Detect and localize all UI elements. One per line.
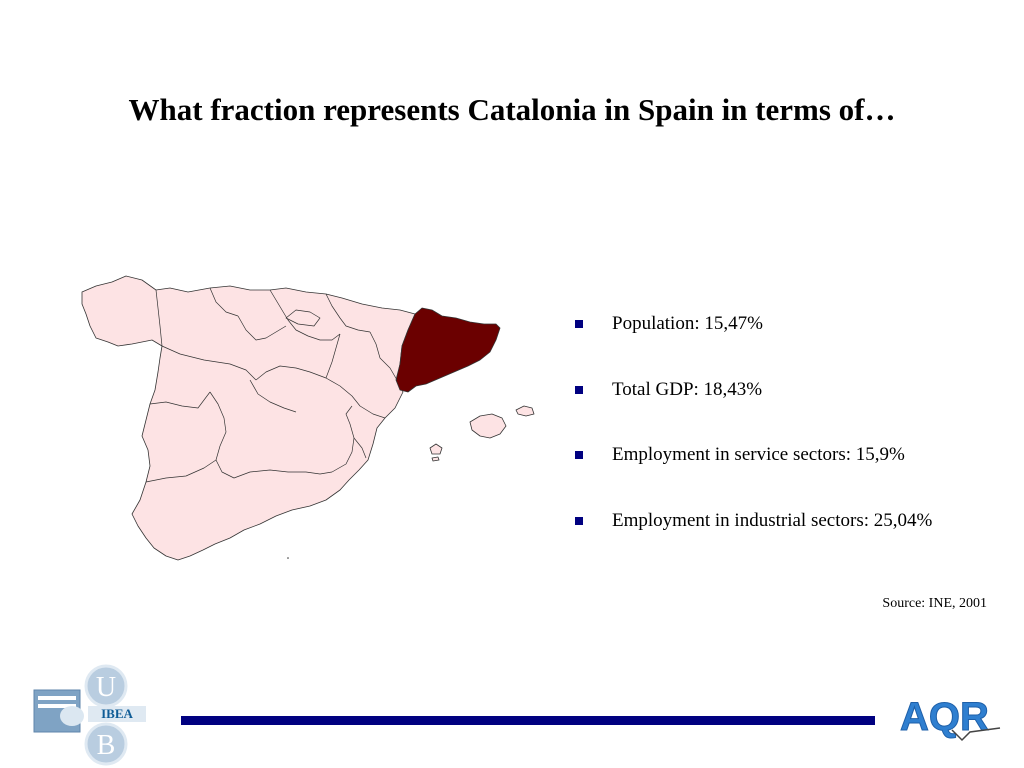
bullet-text: Total GDP: 18,43% bbox=[612, 378, 763, 400]
list-item: Employment in service sectors: 15,9% bbox=[575, 441, 932, 507]
ub-ibea-logo: IBEA U B bbox=[33, 664, 146, 766]
list-item: Population: 15,47% bbox=[575, 310, 932, 376]
map-region-menorca bbox=[515, 405, 535, 417]
bullet-list: Population: 15,47% Total GDP: 18,43% Emp… bbox=[575, 310, 932, 572]
bullet-square-icon bbox=[575, 516, 583, 525]
bullet-text: Employment in service sectors: 15,9% bbox=[612, 444, 905, 465]
list-item: Employment in industrial sectors: 25,04% bbox=[575, 507, 932, 573]
map-region-mallorca bbox=[469, 413, 507, 439]
bullet-square-icon bbox=[575, 320, 583, 328]
ub-logo-letter-u: U bbox=[96, 672, 116, 703]
source-note: Source: INE, 2001 bbox=[882, 596, 987, 611]
ub-logo-letter-b: B bbox=[97, 730, 116, 761]
bullet-square-icon bbox=[575, 451, 583, 459]
aqr-logo-text: AQR bbox=[900, 695, 989, 739]
ibea-logo-text: IBEA bbox=[101, 706, 133, 721]
slide-title: What fraction represents Catalonia in Sp… bbox=[128, 92, 896, 127]
bullet-square-icon bbox=[575, 385, 583, 394]
list-item: Total GDP: 18,43% bbox=[575, 376, 932, 442]
map-region-mainland bbox=[81, 275, 416, 561]
aqr-logo: AQR bbox=[900, 695, 1001, 742]
map-region-formentera bbox=[431, 456, 440, 462]
map-region-ibiza bbox=[429, 443, 443, 455]
spain-map bbox=[81, 275, 535, 561]
footer-bar bbox=[181, 716, 875, 725]
map-region-catalonia bbox=[395, 307, 501, 393]
bullet-text: Population: 15,47% bbox=[612, 313, 763, 334]
bullet-text: Employment in industrial sectors: 25,04% bbox=[612, 509, 933, 531]
